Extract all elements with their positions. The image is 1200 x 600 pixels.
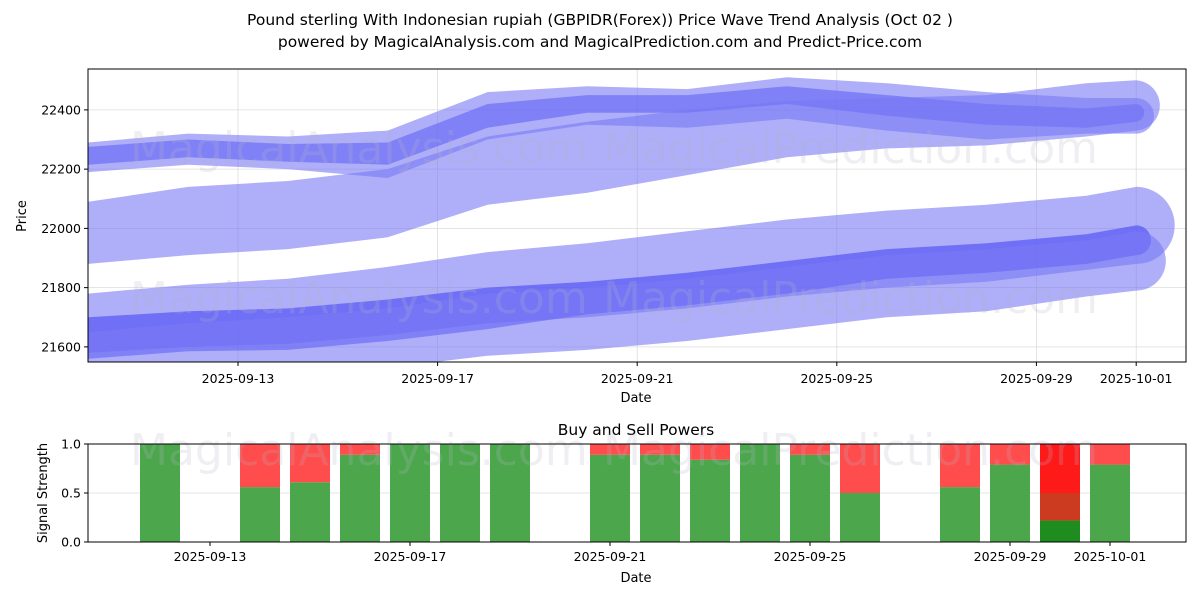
bar-sell [1090, 444, 1130, 465]
bar-buy [790, 454, 830, 542]
bar-buy [690, 459, 730, 542]
bar-buy [1090, 464, 1130, 542]
band-lower-trend-band [88, 231, 1166, 362]
watermark-prediction-top: MagicalPrediction.com [603, 123, 1098, 174]
signal-chart-title: Buy and Sell Powers [558, 421, 715, 439]
watermark-analysis-mid: MagicalAnalysis.com [130, 273, 588, 324]
signal-x-tick-label: 2025-09-13 [174, 549, 247, 564]
bar-strong-buy [1040, 520, 1080, 542]
signal-y-tick-label: 1.0 [61, 437, 81, 452]
watermark-prediction-mid: MagicalPrediction.com [603, 273, 1098, 324]
price-x-tick-label: 2025-09-21 [601, 371, 674, 386]
price-y-tick-label: 22000 [41, 221, 81, 236]
bar-buy [140, 444, 180, 542]
bar-buy [390, 444, 430, 542]
signal-x-tick-label: 2025-09-17 [374, 549, 447, 564]
bar-sell [340, 444, 380, 455]
price-x-tick-label: 2025-09-17 [401, 371, 474, 386]
signal-x-tick-label: 2025-09-21 [574, 549, 647, 564]
bar-buy [290, 482, 330, 542]
bar-mixed [1040, 493, 1080, 521]
bar-sell [290, 444, 330, 483]
bar-buy [490, 444, 530, 542]
chart-title: Pound sterling With Indonesian rupiah (G… [247, 11, 953, 29]
price-x-tick-label: 2025-10-01 [1100, 371, 1173, 386]
bar-buy [740, 444, 780, 542]
price-y-tick-label: 22400 [41, 102, 81, 117]
price-y-tick-label: 22200 [41, 162, 81, 177]
bar-sell [690, 444, 730, 460]
bar-sell [590, 444, 630, 455]
signal-x-tick-label: 2025-10-01 [1074, 549, 1147, 564]
bar-buy [940, 487, 980, 542]
signal-y-tick-label: 0.5 [61, 486, 81, 501]
price-x-tick-label: 2025-09-13 [202, 371, 275, 386]
price-x-tick-label: 2025-09-29 [1000, 371, 1073, 386]
bar-buy [240, 487, 280, 542]
bar-sell [240, 444, 280, 488]
bar-sell [640, 444, 680, 455]
band-upper-trend-band [88, 80, 1160, 264]
bar-sell [790, 444, 830, 455]
watermark-prediction-bottom: MagicalPrediction.com [603, 425, 1098, 476]
signal-x-tick-label: 2025-09-29 [974, 549, 1047, 564]
signal-y-tick-label: 0.0 [61, 535, 81, 550]
price-y-tick-label: 21600 [41, 339, 81, 354]
watermark-analysis-top: MagicalAnalysis.com [130, 123, 588, 174]
bar-buy [640, 454, 680, 542]
price-y-tick-label: 21800 [41, 280, 81, 295]
bar-buy [440, 444, 480, 542]
price-x-axis-label: Date [620, 391, 651, 406]
signal-y-axis-label: Signal Strength [36, 443, 51, 543]
watermark-analysis-bottom: MagicalAnalysis.com [130, 425, 588, 476]
signal-axes: 0.0 0.5 1.0 2025-09-13 2025-09-17 2025-09-21 2… [61, 437, 1146, 565]
signal-bars [140, 444, 1130, 542]
bar-buy [990, 464, 1030, 542]
bar-sell [990, 444, 1030, 465]
bar-strong-sell [1040, 444, 1080, 493]
price-axes: 21600 21800 22000 22200 22400 2025-09-13 2025-… [41, 102, 1172, 386]
price-x-tick-label: 2025-09-25 [800, 371, 873, 386]
price-bands [88, 77, 1175, 362]
bar-sell [940, 444, 980, 488]
signal-x-axis-label: Date [620, 571, 651, 586]
bar-sell [840, 444, 880, 493]
chart-subtitle: powered by MagicalAnalysis.com and Magic… [277, 33, 923, 51]
signal-x-tick-label: 2025-09-25 [774, 549, 847, 564]
bar-buy [840, 493, 880, 542]
bar-buy [340, 454, 380, 542]
price-y-axis-label: Price [15, 200, 30, 232]
bar-buy [590, 454, 630, 542]
